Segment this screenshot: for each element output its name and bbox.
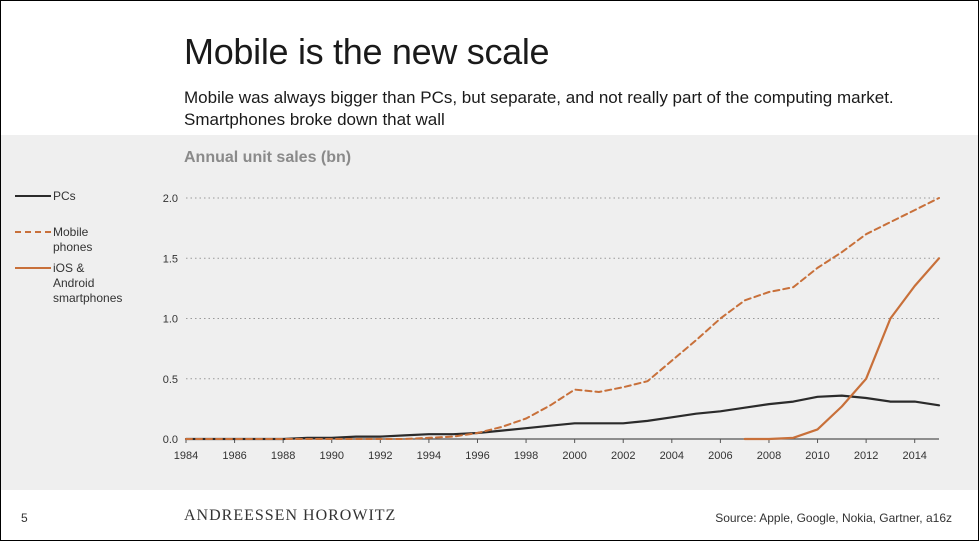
x-tick-label: 2012 <box>854 450 878 462</box>
slide-subtitle: Mobile was always bigger than PCs, but s… <box>184 88 894 129</box>
legend-swatch-mobile-phones <box>15 231 51 233</box>
x-tick-label: 1986 <box>222 450 246 462</box>
x-tick-label: 2010 <box>805 450 829 462</box>
series-line-pcs <box>184 394 941 441</box>
slide-title: Mobile is the new scale <box>184 31 550 72</box>
x-tick-label: 1994 <box>417 450 441 462</box>
y-tick-label: 0.5 <box>163 374 178 386</box>
y-tick-label: 2.0 <box>163 193 178 205</box>
series-line-ios-android-smartphones <box>743 257 941 441</box>
y-tick-label: 1.5 <box>163 253 178 265</box>
legend-label-smartphones: iOS & Android smartphones <box>53 261 123 305</box>
x-tick-label: 1996 <box>465 450 489 462</box>
chart-title: Annual unit sales (bn) <box>184 149 352 166</box>
legend-swatch-smartphones <box>15 267 51 269</box>
legend-swatch-pcs <box>15 195 51 197</box>
x-tick-label: 2006 <box>708 450 732 462</box>
legend-label-mobile-phones: Mobile phones <box>53 225 93 254</box>
x-tick-label: 1998 <box>514 450 538 462</box>
x-tick-label: 1988 <box>271 450 295 462</box>
brand-logo-text: ANDREESSEN HOROWITZ <box>184 507 397 524</box>
x-tick-label: 1990 <box>319 450 343 462</box>
x-tick-label: 2008 <box>757 450 781 462</box>
line-chart: 0.0 0.5 1.0 1.5 2.0 1984 1986 1988 1990 1992 1994 1… <box>163 193 941 462</box>
x-tick-label: 2002 <box>611 450 635 462</box>
source-note: Source: Apple, Google, Nokia, Gartner, a… <box>715 511 952 525</box>
x-tick-label: 1992 <box>368 450 392 462</box>
y-tick-label: 1.0 <box>163 314 178 326</box>
x-tick-label: 2004 <box>660 450 684 462</box>
series-line-mobile-phones <box>185 197 940 440</box>
x-tick-label: 2000 <box>562 450 586 462</box>
x-tick-label: 1984 <box>174 450 198 462</box>
y-tick-label: 0.0 <box>163 434 178 446</box>
page-number: 5 <box>21 511 28 525</box>
x-tick-label: 2014 <box>902 450 926 462</box>
legend-label-pcs: PCs <box>53 189 76 203</box>
